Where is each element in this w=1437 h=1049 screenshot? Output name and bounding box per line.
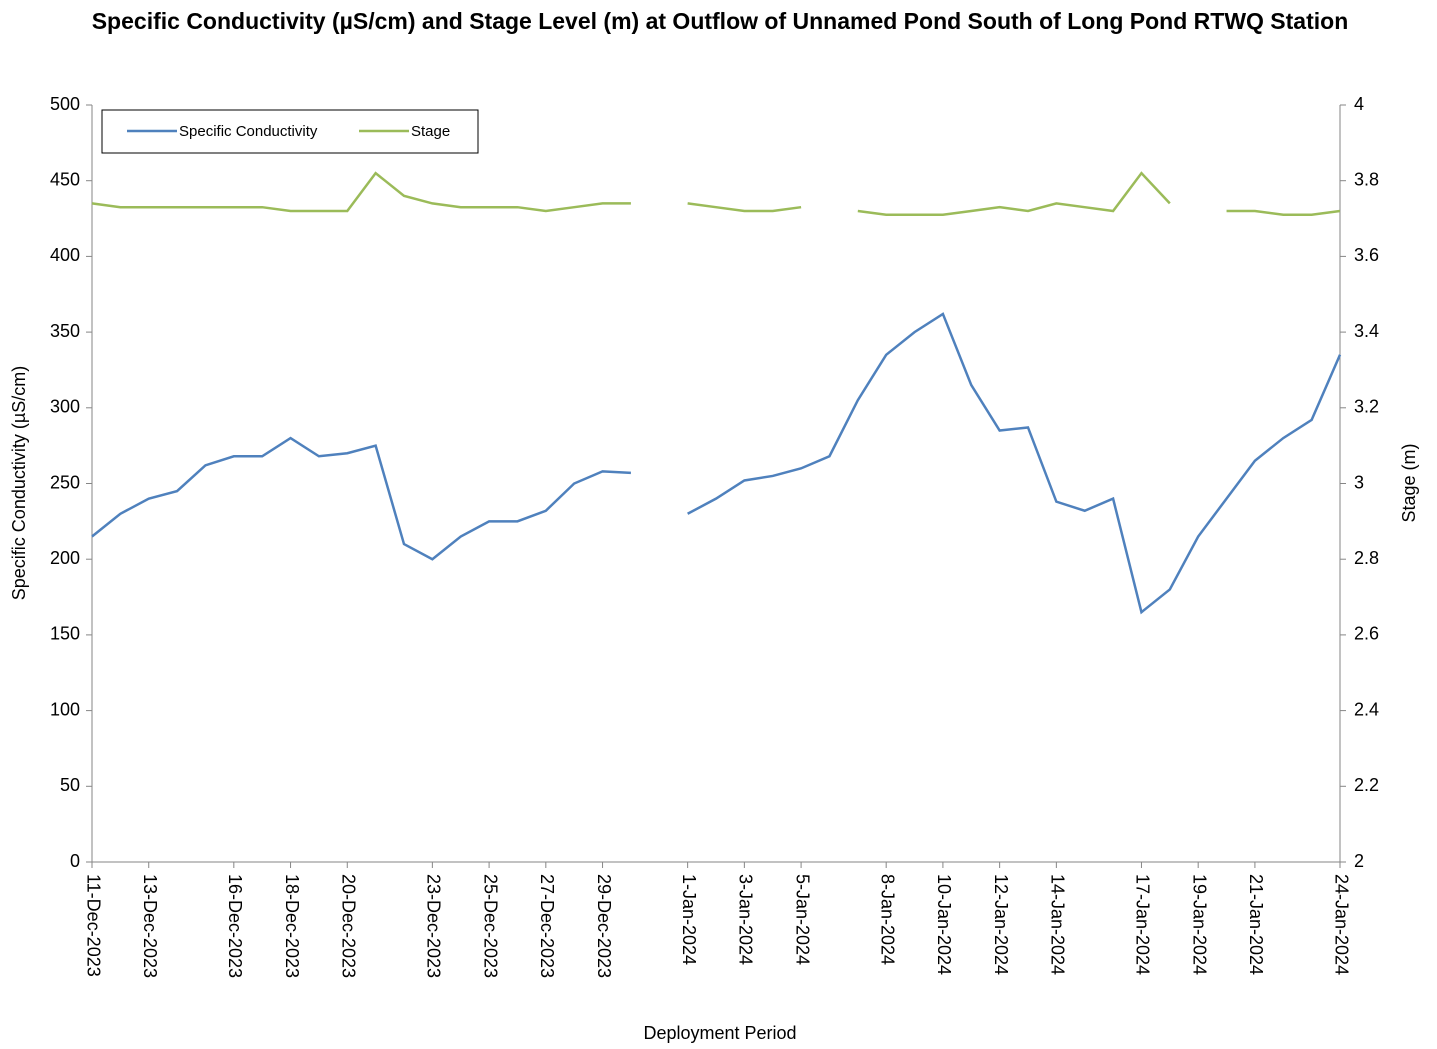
x-tick-label: 10-Jan-2024	[934, 874, 954, 975]
x-tick-label: 11-Dec-2023	[83, 874, 103, 977]
y-tick-label: 50	[60, 775, 80, 795]
x-tick-label: 21-Jan-2024	[1246, 874, 1266, 975]
y-tick-label: 150	[50, 624, 80, 644]
y-tick-label: 450	[50, 169, 80, 189]
y-tick-label: 500	[50, 94, 80, 114]
x-tick-label: 13-Dec-2023	[140, 874, 160, 978]
series-line	[91, 312, 1342, 615]
x-tick-label: 5-Jan-2024	[792, 874, 812, 965]
y2-tick-label: 3.8	[1354, 169, 1379, 189]
y2-tick-label: 2.2	[1354, 775, 1379, 795]
y2-tick-label: 4	[1354, 94, 1364, 114]
y2-tick-label: 3.2	[1354, 397, 1379, 417]
y-tick-label: 200	[50, 548, 80, 568]
legend-label: Stage	[411, 123, 450, 140]
x-tick-label: 14-Jan-2024	[1048, 874, 1068, 975]
y-tick-label: 300	[50, 397, 80, 417]
x-tick-label: 24-Jan-2024	[1331, 874, 1351, 975]
series-line	[91, 171, 1341, 217]
y2-axis-label: Stage (m)	[1399, 443, 1419, 522]
y2-tick-label: 3	[1354, 472, 1364, 492]
y-tick-label: 100	[50, 699, 80, 719]
y-tick-label: 350	[50, 321, 80, 341]
x-tick-label: 27-Dec-2023	[537, 874, 557, 978]
x-tick-label: 18-Dec-2023	[282, 874, 302, 978]
x-tick-label: 17-Jan-2024	[1133, 874, 1153, 975]
x-axis-label: Deployment Period	[643, 1023, 796, 1043]
x-tick-label: 20-Dec-2023	[339, 874, 359, 978]
legend-label: Specific Conductivity	[179, 123, 318, 140]
x-tick-label: 8-Jan-2024	[877, 874, 897, 965]
y2-tick-label: 3.4	[1354, 321, 1379, 341]
y2-tick-label: 2.4	[1354, 699, 1379, 719]
y2-tick-label: 2.6	[1354, 624, 1379, 644]
x-tick-label: 19-Jan-2024	[1189, 874, 1209, 975]
y-axis-label: Specific Conductivity (µS/cm)	[9, 366, 29, 600]
x-tick-label: 3-Jan-2024	[736, 874, 756, 965]
x-tick-label: 1-Jan-2024	[679, 874, 699, 965]
x-tick-label: 23-Dec-2023	[424, 874, 444, 978]
x-tick-label: 25-Dec-2023	[480, 874, 500, 978]
y-tick-label: 400	[50, 245, 80, 265]
x-tick-label: 12-Jan-2024	[991, 874, 1011, 975]
x-tick-label: 16-Dec-2023	[225, 874, 245, 978]
y-tick-label: 250	[50, 472, 80, 492]
y2-tick-label: 3.6	[1354, 245, 1379, 265]
x-tick-label: 29-Dec-2023	[594, 874, 614, 978]
y2-tick-label: 2.8	[1354, 548, 1379, 568]
chart-title: Specific Conductivity (µS/cm) and Stage …	[91, 8, 1349, 34]
y-tick-label: 0	[70, 851, 80, 871]
y2-tick-label: 2	[1354, 851, 1364, 871]
